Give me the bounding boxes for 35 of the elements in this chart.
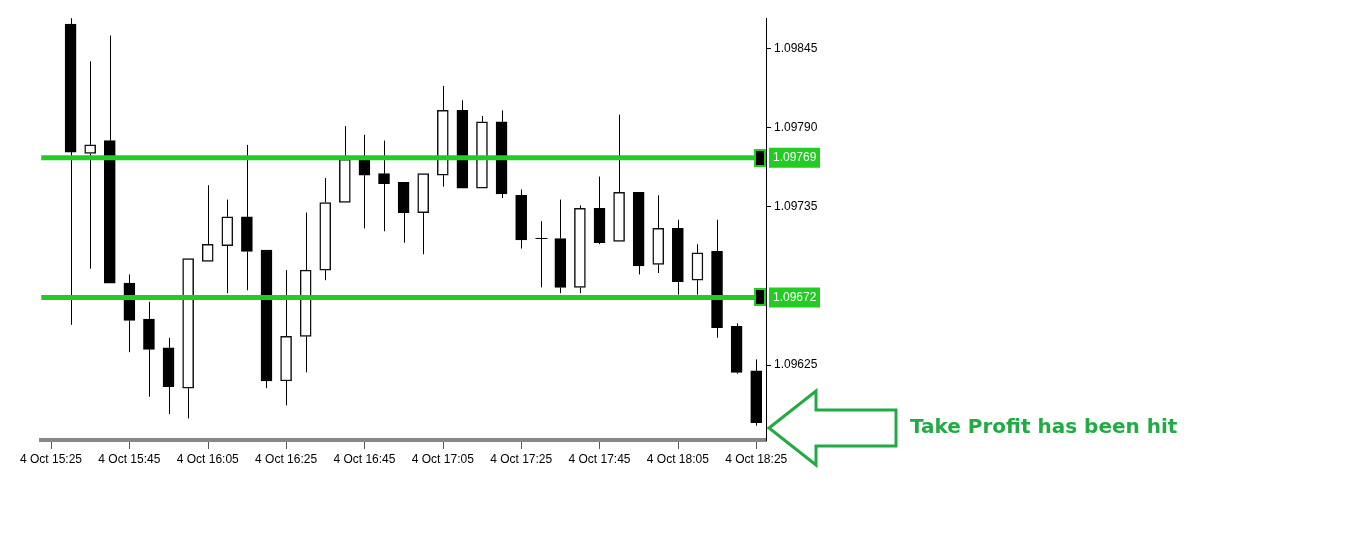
x-tick-label: 4 Oct 18:05 — [646, 451, 710, 466]
candlestick — [319, 177, 332, 281]
x-tick-label: 4 Oct 16:25 — [255, 451, 318, 466]
candlestick — [358, 134, 371, 229]
candlestick — [221, 199, 234, 294]
x-tick-label: 4 Oct 16:45 — [333, 451, 396, 466]
y-tick-label: 1.09790 — [774, 119, 818, 134]
candlestick — [84, 60, 97, 270]
candlestick — [280, 269, 292, 406]
ref-line-label: 1.09672 — [773, 289, 817, 304]
y-tick-label: 1.09625 — [774, 357, 818, 372]
candlestick — [299, 212, 312, 373]
candlestick — [436, 85, 449, 188]
x-tick-label: 4 Oct 17:25 — [490, 451, 553, 466]
candlestick — [691, 243, 704, 296]
x-tick-label: 4 Oct 16:05 — [176, 451, 240, 466]
y-tick-label: 1.09845 — [774, 40, 818, 55]
candlestick — [143, 301, 155, 398]
text: Take Profit has been hit — [910, 414, 1178, 438]
y-tick-label: 1.09735 — [774, 199, 818, 214]
x-tick-label: 4 Oct 18:25 — [725, 451, 788, 466]
candlestick — [162, 337, 175, 415]
ref-line-label: 1.09769 — [773, 150, 817, 165]
candlestick — [378, 140, 390, 232]
candlestick — [730, 322, 743, 373]
x-tick-label: 4 Oct 15:25 — [20, 451, 83, 466]
candlestick — [535, 220, 548, 288]
candlestick — [241, 144, 253, 291]
candlestick — [750, 358, 763, 427]
candlestick — [495, 109, 508, 199]
x-tick-label: 4 Oct 15:45 — [98, 451, 161, 466]
candlestick — [64, 17, 77, 326]
x-tick-label: 4 Oct 17:05 — [411, 451, 475, 466]
x-tick-label: 4 Oct 17:45 — [568, 451, 631, 466]
candlestick — [593, 176, 606, 244]
